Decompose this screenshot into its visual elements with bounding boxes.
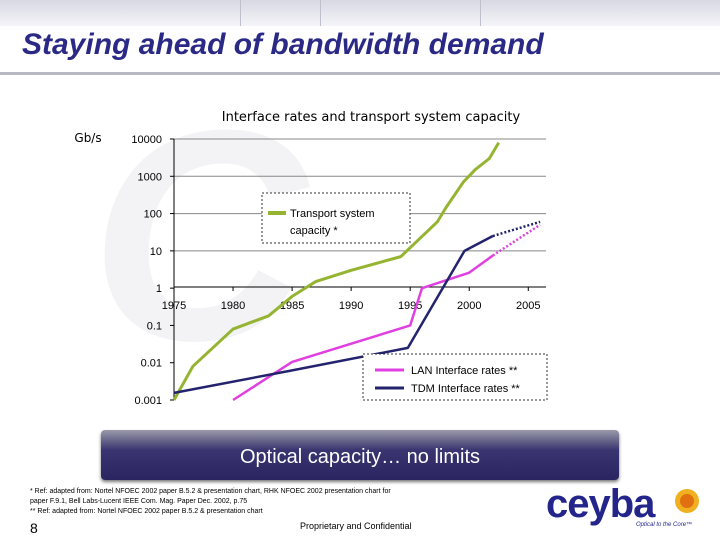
confidential-notice: Proprietary and Confidential (300, 521, 412, 531)
legend-transport: Transport system capacity * (261, 192, 411, 244)
sun-icon (675, 489, 699, 513)
legend-label-tdm: TDM Interface rates ** (411, 383, 521, 395)
line-lan-interface-rates-projection (492, 223, 541, 257)
legend-box (261, 192, 411, 244)
footnote-line: ** Ref: adapted from: Nortel NFOEC 2002 … (30, 508, 263, 515)
x-tick-label: 1980 (221, 300, 245, 312)
title-underline (0, 72, 720, 75)
title-bar-divider (480, 0, 481, 26)
y-tick-label: 1000 (138, 171, 162, 183)
slide-number: 8 (30, 520, 38, 536)
legend-interfaces: LAN Interface rates ** TDM Interface rat… (362, 353, 548, 401)
company-logo: ceyba Optical to the Core™ (546, 482, 706, 532)
title-bar (0, 0, 720, 26)
x-tick-label: 2000 (457, 300, 481, 312)
y-tick-label: 10000 (131, 134, 162, 146)
footnotes: * Ref: adapted from: Nortel NFOEC 2002 p… (30, 487, 450, 517)
footnote-line: paper F.9.1, Bell Labs-Lucent IEEE Com. … (30, 498, 248, 505)
legend-label-transport-2: capacity * (290, 225, 338, 237)
y-tick-label: 10 (150, 246, 162, 258)
legend-label-transport-1: Transport system (290, 208, 375, 220)
x-tick-label: 1975 (162, 300, 186, 312)
y-tick-label: 0.1 (147, 320, 162, 332)
y-tick-label: 1 (156, 283, 162, 295)
x-tick-label: 1990 (339, 300, 363, 312)
slide-title: Staying ahead of bandwidth demand (22, 28, 544, 61)
gridlines (174, 138, 546, 252)
y-tick-label: 0.001 (134, 395, 162, 407)
chart-title: Interface rates and transport system cap… (222, 110, 521, 125)
y-tick-label: 100 (144, 209, 162, 221)
legend-box (362, 353, 548, 401)
line-tdm-interface-rates (173, 234, 494, 395)
banner-text: Optical capacity… no limits (239, 446, 481, 468)
title-bar-divider (240, 0, 241, 26)
y-tick-label: 0.01 (141, 358, 162, 370)
banner: Optical capacity… no limits (101, 430, 619, 480)
footnote-line: * Ref: adapted from: Nortel NFOEC 2002 p… (30, 488, 391, 495)
series-lines (172, 141, 541, 402)
y-axis-label: Gb/s (74, 131, 101, 145)
line-transport-capacity (172, 141, 501, 401)
logo-tagline: Optical to the Core™ (636, 522, 693, 528)
logo-wordmark: ceyba (546, 482, 655, 526)
line-tdm-interface-rates-projection (492, 220, 541, 238)
title-bar-divider (320, 0, 321, 26)
x-tick-label: 2005 (516, 300, 540, 312)
legend-label-lan: LAN Interface rates ** (411, 365, 518, 377)
line-lan-interface-rates (232, 254, 494, 402)
